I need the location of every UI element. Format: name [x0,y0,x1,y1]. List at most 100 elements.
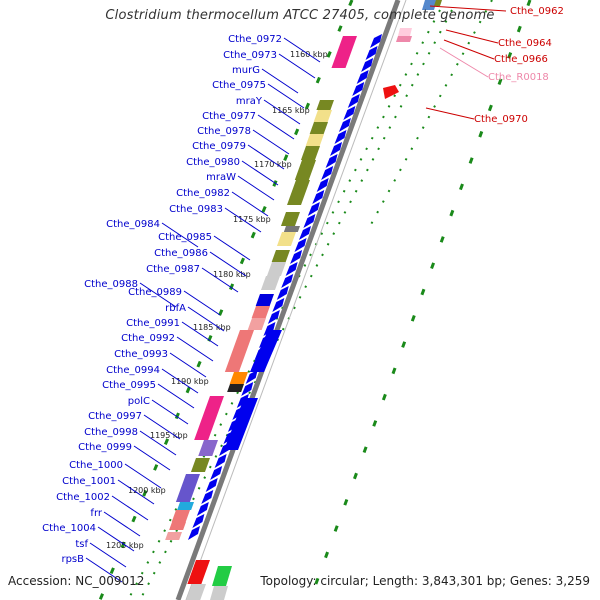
label-leader-line [429,5,507,12]
gene-label[interactable]: Cthe_0964 [498,38,552,49]
label-leader-line [263,99,301,125]
genome-title: Clostridium thermocellum ATCC 27405, com… [105,8,495,23]
feature-block [422,0,437,10]
gene-label[interactable]: rpsB [61,554,84,565]
gene-label[interactable]: mraW [206,172,236,183]
gene-label[interactable]: Cthe_0995 [102,380,156,391]
gene-label[interactable]: Cthe_0975 [212,80,266,91]
feature-block [175,474,200,502]
gene-label[interactable]: Cthe_0980 [186,157,240,168]
gene-arrow [290,250,303,264]
kbp-tick-label: 1170 kbp [254,160,292,169]
gene-arrow [241,382,254,396]
accession-text: Accession: NC_009012 [8,574,145,588]
gene-label[interactable]: rbfA [165,303,186,314]
gene-label[interactable]: Cthe_0982 [176,188,230,199]
gene-label[interactable]: Cthe_1001 [62,476,116,487]
label-leader-line [103,511,141,537]
kbp-tick-label: 1180 kbp [213,270,251,279]
feature-block [313,110,332,122]
gene-label[interactable]: Cthe_0991 [126,318,180,329]
feature-block [171,510,190,522]
label-leader-line [133,445,171,471]
gene-label[interactable]: Cthe_0987 [146,264,200,275]
gene-label[interactable]: Cthe_0986 [154,248,208,259]
label-leader-line [241,160,279,186]
right-guide-line [367,0,493,231]
label-leader-line [257,114,295,140]
gene-label[interactable]: mraY [236,96,263,107]
gene-arrow [285,262,298,276]
backbone-edge [185,0,407,600]
kbp-tick-label: 1190 kbp [171,377,209,386]
backbone-line [175,0,401,600]
gene-label[interactable]: Cthe_0993 [114,349,168,360]
label-leader-line [231,191,269,217]
gene-arrow [361,58,374,72]
gene-arrow [263,322,276,336]
feature-block [198,440,218,456]
label-leader-line [151,399,189,425]
gene-arrow [312,190,325,204]
gene-label[interactable]: Cthe_0979 [192,141,246,152]
feature-block [316,100,334,110]
genome-backbone [175,0,407,600]
gene-label[interactable]: Cthe_0962 [510,6,564,17]
gene-arrow [272,298,285,312]
gene-label[interactable]: Cthe_0973 [223,50,277,61]
feature-block [266,262,286,276]
label-leader-line [124,463,162,489]
label-leader-line [89,542,127,568]
gene-label[interactable]: Cthe_R0018 [488,72,549,83]
gene-label[interactable]: Cthe_0997 [88,411,142,422]
gene-arrows [187,34,382,540]
feature-block [396,36,412,42]
gene-label[interactable]: Cthe_0978 [197,126,251,137]
gene-label[interactable]: Cthe_1004 [42,523,96,534]
feature-block [187,560,210,584]
gene-label[interactable]: Cthe_0998 [84,427,138,438]
gene-arrow [325,154,338,168]
gene-label[interactable]: Cthe_0970 [474,114,528,125]
kbp-tick-label: 1195 kbp [150,431,188,440]
far-right-tick-track [308,0,532,600]
gene-label[interactable]: Cthe_0983 [169,204,223,215]
gene-label[interactable]: Cthe_0999 [78,442,132,453]
gene-arrow-red [383,85,399,99]
gene-label[interactable]: Cthe_0977 [202,111,256,122]
gene-label[interactable]: polC [128,396,150,407]
gene-arrow [343,106,356,120]
gene-label[interactable]: Cthe_0992 [121,333,175,344]
gene-label[interactable]: Cthe_0989 [128,287,182,298]
label-leaders [85,5,507,583]
gene-arrow [210,466,223,480]
feature-block [177,502,194,510]
gene-label[interactable]: murG [232,65,260,76]
feature-block [287,180,310,205]
label-leader-line [209,251,247,277]
gene-arrow [307,202,320,216]
label-leader-line [183,290,221,316]
gene-label[interactable]: Cthe_0966 [494,54,548,65]
gene-label[interactable]: tsf [75,539,88,550]
gene-arrow [365,46,378,60]
gene-label[interactable]: Cthe_0984 [106,219,160,230]
gene-arrow [334,130,347,144]
feature-block [227,384,244,392]
feature-block [251,306,270,318]
gene-label[interactable]: Cthe_1002 [56,492,110,503]
gene-label[interactable]: Cthe_0972 [228,34,282,45]
gene-label[interactable]: frr [90,508,102,519]
label-leader-line [443,39,495,60]
gene-label[interactable]: Cthe_0985 [158,232,212,243]
feature-block [169,522,186,530]
label-leader-line [247,144,285,170]
label-leader-line [117,479,155,505]
gene-arrow [281,274,294,288]
gene-label[interactable]: Cthe_0988 [84,279,138,290]
gene-label[interactable]: Cthe_0994 [106,365,160,376]
gene-label[interactable]: Cthe_1000 [69,460,123,471]
gene-arrow [303,214,316,228]
label-leader-line [143,414,181,440]
gene-arrow [316,178,329,192]
